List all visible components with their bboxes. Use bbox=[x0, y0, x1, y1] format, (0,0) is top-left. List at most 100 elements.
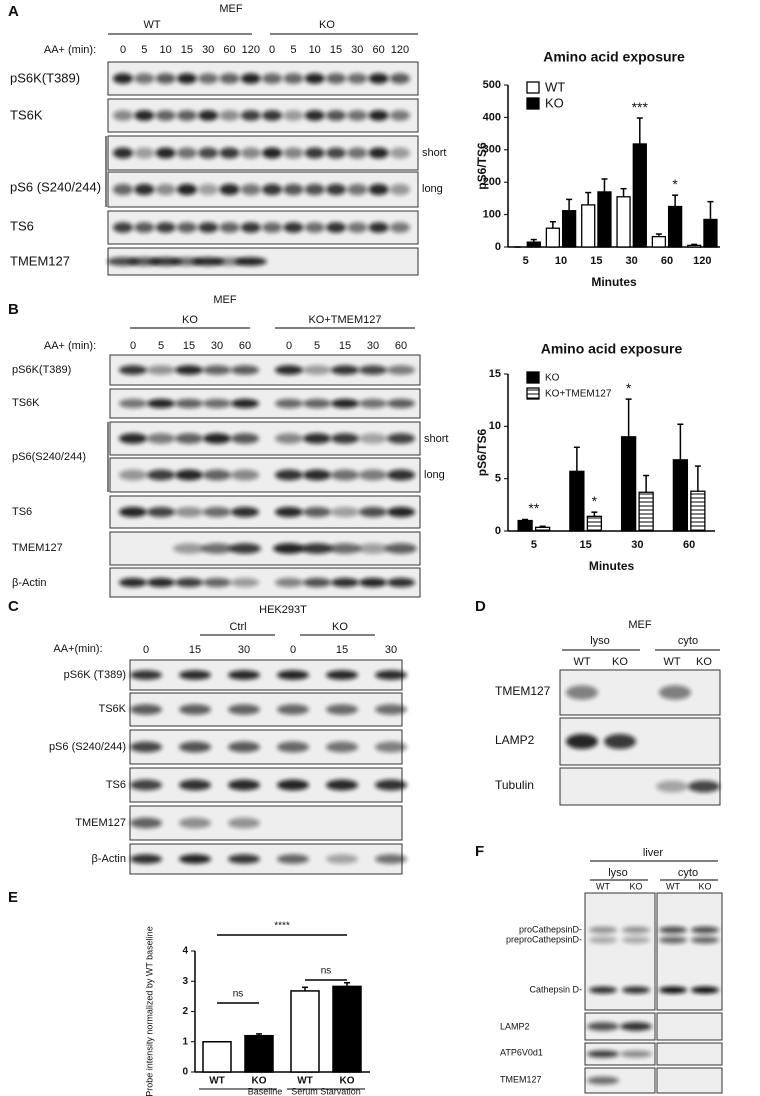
row-label: pS6K(T389) bbox=[12, 364, 71, 376]
group-label: KO bbox=[332, 621, 348, 633]
band bbox=[325, 147, 347, 159]
band bbox=[326, 854, 358, 864]
lane-label: 5 bbox=[290, 44, 296, 56]
row-label: TMEM127 bbox=[495, 684, 551, 698]
band bbox=[219, 147, 240, 159]
band bbox=[347, 183, 368, 196]
panel-label: A bbox=[8, 3, 19, 20]
band bbox=[277, 704, 309, 715]
band bbox=[202, 433, 232, 444]
x-tick-label: 60 bbox=[661, 255, 673, 267]
band bbox=[118, 506, 148, 518]
y-tick-label: 500 bbox=[483, 79, 501, 91]
band bbox=[326, 704, 358, 715]
lane-label: 30 bbox=[351, 44, 363, 56]
bar bbox=[244, 1034, 274, 1073]
blot bbox=[656, 1012, 723, 1041]
x-tick-label: 120 bbox=[693, 255, 711, 267]
band bbox=[130, 854, 162, 864]
annotation: * bbox=[592, 493, 598, 509]
band bbox=[330, 577, 360, 588]
band bbox=[659, 685, 691, 700]
lane-title: AA+ (min): bbox=[44, 44, 96, 56]
band bbox=[358, 365, 388, 375]
x-tick-label: KO bbox=[252, 1076, 267, 1087]
x-axis-label: Minutes bbox=[589, 559, 635, 573]
band bbox=[228, 817, 260, 829]
band bbox=[118, 577, 148, 588]
x-tick-label: 15 bbox=[590, 255, 602, 267]
lane-title: AA+(min): bbox=[53, 643, 102, 655]
band bbox=[112, 183, 134, 196]
bar bbox=[581, 204, 596, 248]
band bbox=[330, 365, 360, 375]
tissue: liver bbox=[643, 847, 664, 859]
group-label: Ctrl bbox=[229, 621, 246, 633]
band bbox=[230, 469, 260, 481]
band bbox=[262, 73, 283, 84]
band bbox=[304, 110, 325, 121]
band bbox=[302, 433, 332, 444]
error-bar bbox=[707, 200, 714, 220]
lane-label: 10 bbox=[159, 44, 171, 56]
band bbox=[262, 183, 283, 196]
cell-line: MEF bbox=[628, 619, 652, 631]
group-label: lyso bbox=[590, 635, 610, 647]
band bbox=[219, 110, 240, 121]
row-label: β-Actin bbox=[12, 577, 46, 589]
row-label: pS6K (T389) bbox=[64, 669, 126, 681]
lane-label: 30 bbox=[211, 340, 223, 352]
band bbox=[691, 926, 719, 934]
x-tick-label: 5 bbox=[531, 539, 537, 551]
lane-label: 15 bbox=[339, 340, 351, 352]
y-tick-label: 0 bbox=[495, 241, 501, 253]
band bbox=[240, 183, 261, 196]
x-tick-label: WT bbox=[209, 1076, 225, 1087]
bar bbox=[545, 227, 561, 248]
band bbox=[179, 854, 211, 864]
bar bbox=[202, 1041, 232, 1073]
band bbox=[176, 183, 197, 196]
band bbox=[659, 986, 687, 994]
cell-line: HEK293T bbox=[259, 604, 307, 616]
lane-label: 10 bbox=[309, 44, 321, 56]
group-label: cyto bbox=[678, 867, 698, 879]
band bbox=[386, 398, 416, 409]
lane-label: KO bbox=[696, 656, 712, 668]
row-label: pS6(S240/244) bbox=[12, 451, 86, 463]
x-tick-label: 60 bbox=[683, 539, 695, 551]
band bbox=[326, 779, 358, 791]
band bbox=[274, 398, 304, 409]
band bbox=[589, 986, 617, 994]
bar bbox=[569, 470, 585, 532]
row-label: Tubulin bbox=[495, 778, 534, 792]
band bbox=[230, 398, 260, 409]
band bbox=[330, 469, 360, 481]
band bbox=[368, 110, 389, 121]
legend-label: KO bbox=[545, 95, 564, 110]
band bbox=[656, 780, 688, 793]
annotation: ns bbox=[321, 966, 332, 977]
band bbox=[283, 147, 304, 159]
error-bar bbox=[256, 1033, 262, 1036]
band bbox=[176, 222, 197, 233]
lane-label: KO bbox=[612, 656, 628, 668]
band bbox=[240, 222, 261, 233]
y-tick-label: 0 bbox=[495, 525, 501, 537]
band bbox=[201, 543, 233, 554]
error-bar bbox=[601, 178, 608, 192]
group-label: KO bbox=[182, 314, 198, 326]
blot bbox=[656, 1042, 723, 1066]
bar bbox=[638, 491, 654, 532]
band bbox=[368, 73, 389, 84]
band bbox=[283, 110, 304, 121]
group-label: Baseline bbox=[248, 1086, 283, 1096]
band bbox=[386, 365, 416, 375]
band bbox=[389, 73, 410, 84]
annotation: *** bbox=[632, 99, 649, 115]
panel-label: F bbox=[475, 843, 484, 860]
panel-label: C bbox=[8, 598, 19, 615]
y-tick-label: 10 bbox=[489, 420, 501, 432]
band bbox=[228, 704, 260, 715]
x-axis-label: Minutes bbox=[591, 275, 637, 289]
